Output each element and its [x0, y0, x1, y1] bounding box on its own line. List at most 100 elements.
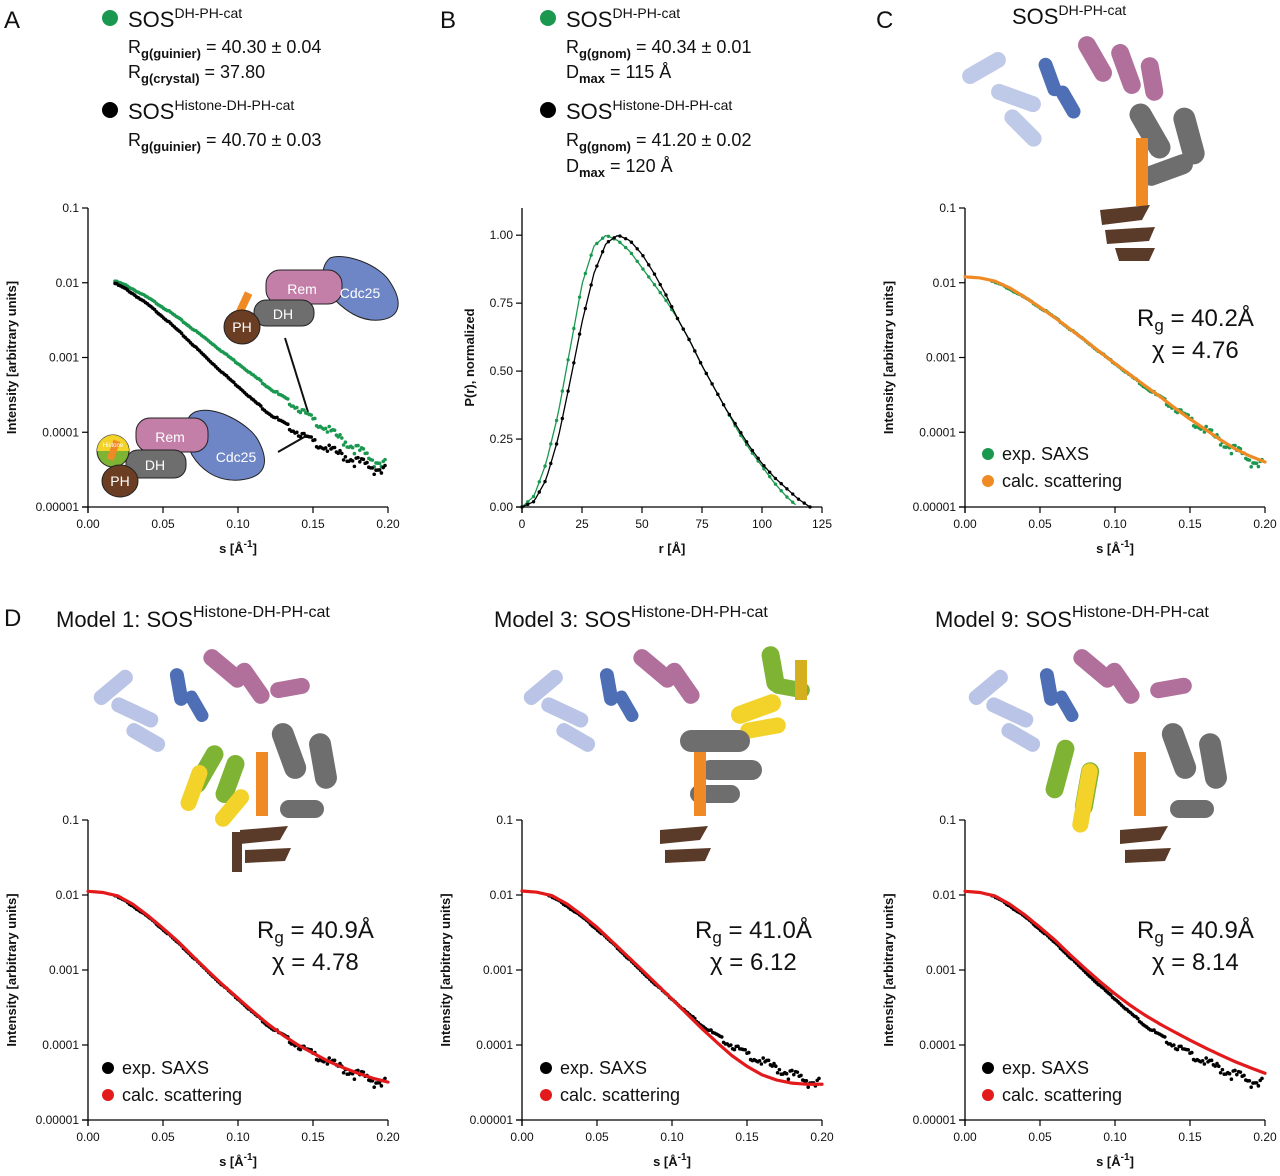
data-point: [1217, 1064, 1221, 1069]
x-tick-label: 0.10: [1103, 517, 1127, 531]
data-point: [526, 502, 530, 507]
data-point: [808, 505, 812, 509]
data-point: [372, 1085, 377, 1089]
data-point: [1209, 428, 1214, 433]
x-tick-label: 75: [695, 517, 709, 531]
y-tick-label: 0.01: [56, 276, 80, 290]
data-point: [772, 1061, 776, 1066]
data-point: [302, 408, 306, 412]
x-tick-label: 0.15: [301, 517, 325, 531]
fit-stats-model-9: Rg = 40.9Å χ = 8.14: [1137, 916, 1254, 976]
data-point: [710, 382, 714, 386]
data-point: [770, 1064, 774, 1068]
x-tick-label: 0.05: [151, 1130, 175, 1144]
chart-d9: 0.00 0.05 0.10 0.15 0.20 0.00001 0.0001 0.001 0.…: [881, 813, 1277, 1169]
data-point: [583, 271, 588, 276]
data-point: [761, 1056, 765, 1060]
data-point: [817, 1076, 821, 1081]
x-tick-label: 125: [812, 517, 832, 531]
y-tick-label: 0.00001: [36, 500, 80, 514]
legend-b-rg-gnom-black: Rg(gnom) = 41.20 ± 0.02: [566, 130, 751, 154]
data-point: [791, 492, 795, 496]
data-point: [687, 337, 691, 342]
data-point: [635, 259, 639, 263]
data-point: [554, 418, 559, 423]
x-axis-label: s [Å-1]: [653, 1152, 691, 1169]
data-point: [786, 1077, 791, 1082]
data-point: [1179, 1044, 1183, 1049]
x-axis-label: r [Å]: [659, 541, 686, 556]
data-point: [1190, 1050, 1194, 1055]
data-point: [756, 456, 760, 460]
y-tick-label: 0.0001: [42, 425, 79, 439]
data-point: [356, 443, 360, 448]
data-point: [785, 495, 789, 499]
legend-b-dmax-black: Dmax = 120 Å: [566, 156, 673, 180]
data-point: [1213, 1064, 1217, 1068]
fit-stats-c: Rg = 40.2Å χ = 4.76: [1137, 304, 1254, 364]
data-point: [336, 451, 341, 456]
data-point: [802, 501, 806, 505]
data-point: [777, 1067, 782, 1072]
svg-text:Rg = 40.2Å: Rg = 40.2Å: [1137, 304, 1254, 335]
data-point: [744, 440, 749, 444]
chi-value-model-1: 4.78: [312, 949, 359, 976]
data-point: [377, 461, 382, 466]
legend-c-calc: calc. scattering: [1002, 471, 1122, 491]
y-axis-label: P(r), normalized: [462, 308, 477, 406]
fit-curve: [86, 889, 390, 1084]
data-point: [343, 454, 348, 459]
data-point: [549, 442, 553, 446]
series-1: [963, 275, 1267, 464]
legend-model-9: exp. SAXS calc. scattering: [982, 1058, 1122, 1105]
data-point: [377, 1081, 382, 1085]
y-tick-label: 0.1: [939, 813, 956, 827]
data-point: [589, 283, 593, 287]
svg-text:χ = 8.14: χ = 8.14: [1152, 949, 1239, 976]
rg-value-c: 40.2Å: [1191, 304, 1254, 332]
svg-text:χ = 4.76: χ = 4.76: [1152, 337, 1239, 364]
rg-value-model-3: 41.0Å: [749, 916, 812, 944]
data-point: [275, 415, 279, 420]
fit-curve: [963, 275, 1267, 464]
data-point: [232, 380, 236, 385]
legend-m1-calc: calc. scattering: [122, 1085, 242, 1105]
y-tick-label: 0.00001: [913, 500, 957, 514]
data-point: [340, 436, 344, 440]
legend-m9-calc: calc. scattering: [1002, 1085, 1122, 1105]
data-point: [350, 459, 355, 463]
schematic-label-dh-bottom: DH: [145, 457, 165, 473]
data-point: [313, 416, 317, 421]
data-point: [298, 1047, 303, 1052]
data-point: [325, 430, 330, 434]
data-point: [600, 236, 605, 240]
data-point: [572, 326, 576, 331]
data-point: [1136, 1016, 1140, 1021]
legend-b-marker-black: [540, 102, 556, 118]
data-point: [1163, 1035, 1167, 1039]
data-point: [1254, 1081, 1259, 1085]
data-point: [560, 389, 565, 393]
legend-m3-exp: exp. SAXS: [560, 1058, 647, 1078]
series-1: [520, 234, 812, 509]
x-tick-label: 0.00: [510, 1130, 534, 1144]
y-tick-label: 0.00001: [36, 1113, 80, 1127]
panel-letter-a: A: [4, 7, 20, 34]
domain-schematic-top: Rem Cdc25 DH PH: [223, 256, 399, 413]
data-point: [1109, 993, 1113, 997]
x-tick-label: 0.05: [1028, 517, 1052, 531]
y-axis-label: Intensity [arbitrary units]: [4, 281, 19, 434]
data-point: [325, 1062, 330, 1066]
data-point: [709, 1028, 713, 1032]
data-point: [531, 494, 536, 499]
schematic-label-histone: Histone: [103, 443, 124, 449]
panel-letter-b: B: [440, 7, 456, 34]
data-point: [658, 290, 662, 295]
y-tick-label: 0.1: [939, 201, 956, 215]
data-point: [325, 449, 330, 453]
x-axis-label: s [Å-1]: [219, 539, 257, 556]
data-point: [618, 240, 622, 245]
data-point: [623, 236, 628, 241]
chi-value-model-3: 6.12: [750, 949, 797, 976]
data-point: [370, 458, 375, 462]
